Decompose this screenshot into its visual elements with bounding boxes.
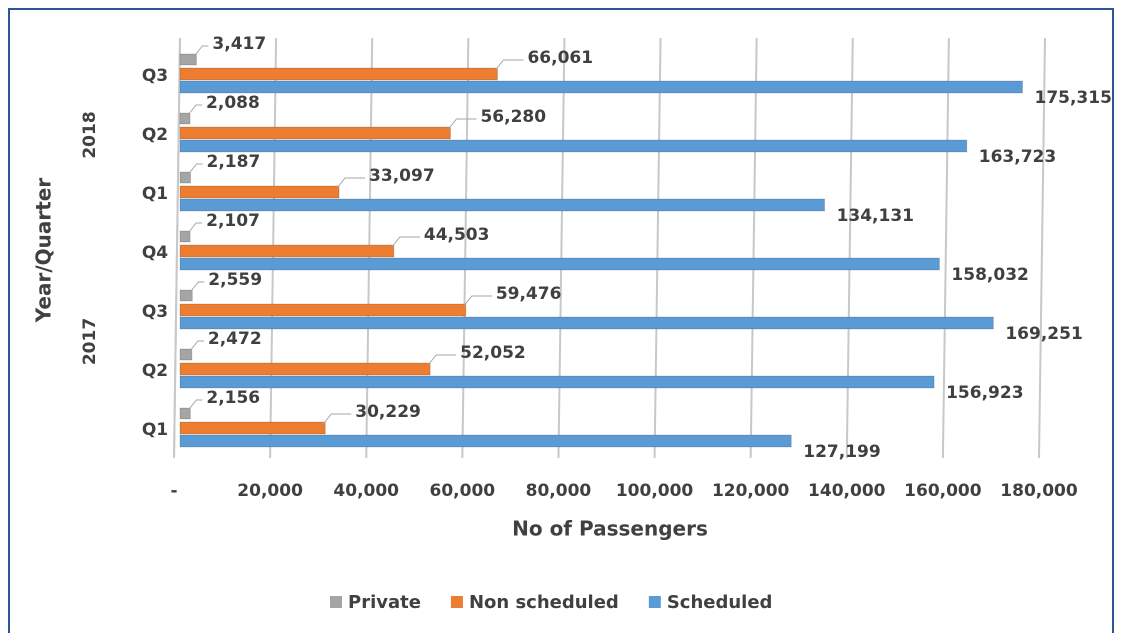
data-label: 2,472	[208, 329, 262, 349]
x-tick-label: 60,000	[430, 481, 496, 501]
x-tick-label: 20,000	[237, 481, 303, 501]
data-label: 156,923	[946, 383, 1023, 403]
grid-line	[461, 37, 470, 459]
y-tick-label: Q1	[142, 420, 168, 440]
grid-line	[653, 37, 662, 459]
data-label: 66,061	[527, 48, 593, 68]
leader-line	[495, 59, 524, 71]
leader-line	[391, 236, 420, 248]
bar	[179, 198, 826, 212]
x-axis-title: No of Passengers	[512, 517, 708, 541]
y-tick-label: Q2	[142, 125, 168, 145]
leader-line	[187, 222, 203, 234]
y-axis-line	[173, 37, 181, 459]
leader-line	[463, 295, 492, 307]
bar	[179, 53, 197, 66]
data-label: 2,156	[206, 388, 260, 408]
leader-line	[188, 163, 203, 175]
legend-label: Non scheduled	[469, 592, 619, 613]
bar	[179, 185, 340, 199]
y-tick-label: Q3	[142, 302, 168, 322]
bar	[179, 289, 193, 302]
data-label: 3,417	[212, 34, 266, 54]
data-label: 56,280	[480, 107, 546, 127]
bar	[179, 80, 1023, 94]
leader-line	[189, 281, 205, 293]
data-label: 2,088	[206, 93, 260, 113]
x-tick-label: 140,000	[808, 481, 886, 501]
bar	[179, 362, 431, 376]
bar	[179, 348, 193, 361]
leader-line	[194, 45, 209, 57]
x-tick-label: 120,000	[712, 481, 790, 501]
x-tick-label: 100,000	[616, 481, 694, 501]
grid-line	[1038, 37, 1046, 459]
data-label: 52,052	[460, 343, 526, 363]
leader-line	[187, 399, 203, 411]
y-tick-label: Q3	[142, 66, 168, 86]
bar	[179, 112, 191, 125]
bar	[179, 421, 326, 435]
bar	[179, 434, 792, 448]
data-label: 134,131	[837, 206, 914, 226]
legend-label: Scheduled	[667, 592, 773, 613]
leader-line	[187, 104, 203, 116]
bar	[179, 230, 191, 243]
bar	[179, 171, 192, 184]
grid-line	[845, 37, 854, 459]
x-tick-label: 80,000	[526, 481, 592, 501]
bar	[179, 316, 994, 330]
bar	[179, 126, 451, 140]
data-label: 33,097	[369, 166, 435, 186]
bar	[179, 375, 935, 389]
legend-label: Private	[348, 592, 421, 613]
data-label: 2,559	[208, 270, 262, 290]
bar	[179, 407, 191, 420]
data-label: 175,315	[1034, 88, 1111, 108]
leader-line	[322, 413, 352, 425]
chart-frame	[8, 8, 1114, 633]
legend-swatch	[648, 596, 661, 608]
data-label: 59,476	[496, 284, 562, 304]
leader-line	[448, 118, 477, 130]
y-tick-label: Q4	[142, 243, 168, 263]
leader-line	[427, 354, 457, 366]
bar	[179, 244, 395, 258]
leader-line	[336, 177, 366, 189]
legend-swatch	[450, 596, 463, 608]
data-label: 163,723	[979, 147, 1056, 167]
bar	[179, 67, 498, 81]
legend-swatch	[330, 596, 342, 608]
data-label: 127,199	[803, 442, 880, 462]
y-tick-label: Q2	[142, 361, 168, 381]
leader-line	[189, 340, 204, 352]
data-label: 2,107	[206, 211, 260, 231]
grid-line	[557, 37, 566, 459]
x-tick-label: -	[170, 481, 177, 501]
y-axis-title: Year/Quarter	[32, 178, 56, 324]
data-label: 169,251	[1005, 324, 1082, 344]
grid-line	[941, 37, 950, 459]
data-label: 2,187	[207, 152, 261, 172]
grid-line	[749, 37, 758, 459]
y-tick-label: Q1	[142, 184, 168, 204]
year-label: 2017	[80, 318, 100, 365]
data-label: 44,503	[424, 225, 490, 245]
bar	[179, 139, 968, 153]
x-tick-label: 180,000	[1000, 481, 1078, 501]
bar	[179, 303, 467, 317]
year-label: 2018	[80, 111, 100, 158]
data-label: 30,229	[355, 402, 421, 422]
data-label: 158,032	[951, 265, 1028, 285]
x-tick-label: 40,000	[333, 481, 399, 501]
x-tick-label: 160,000	[904, 481, 982, 501]
bar	[179, 257, 940, 271]
